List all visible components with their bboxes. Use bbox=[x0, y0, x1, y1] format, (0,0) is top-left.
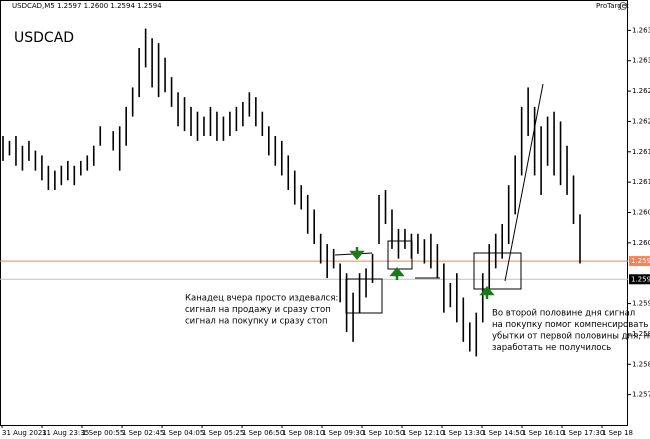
y-tick-label: 1.2625 bbox=[632, 87, 650, 95]
price-tag bbox=[629, 256, 650, 267]
price-label: 1.2597 bbox=[631, 257, 650, 265]
x-tick-label: 1 Sep 02:45 bbox=[122, 429, 164, 437]
x-tick-label: 1 Sep 06:50 bbox=[242, 429, 284, 437]
arrow-head bbox=[349, 250, 365, 260]
y-tick-label: 1.2605 bbox=[632, 209, 650, 217]
x-tick-label: 1 Sep 09:30 bbox=[322, 429, 364, 437]
x-tick-label: 1 Sep 04:05 bbox=[162, 429, 204, 437]
annotation-text: убытки от первой половины дня, но bbox=[492, 332, 650, 342]
x-tick-label: 31 Aug 23:35 bbox=[42, 429, 89, 437]
y-tick-label: 1.2635 bbox=[632, 26, 650, 34]
y-tick-label: 1.2630 bbox=[632, 57, 650, 65]
x-tick-label: 31 Aug 2021 bbox=[2, 429, 47, 437]
annotation-text: заработать не получилось bbox=[492, 343, 611, 353]
x-tick-label: 1 Sep 16:10 bbox=[522, 429, 564, 437]
price-label: 1.2594 bbox=[631, 275, 650, 283]
arrows bbox=[349, 247, 495, 299]
x-tick-label: 1 Sep 12:10 bbox=[402, 429, 444, 437]
brand: ProTarget bbox=[596, 2, 629, 10]
price-tag bbox=[629, 274, 650, 285]
y-tick-label: 1.2575 bbox=[632, 391, 650, 399]
chart-header: USDCAD,M5 1.2597 1.2600 1.2594 1.2594 bbox=[12, 2, 162, 10]
annotation-text: сигнал на продажу и сразу стоп bbox=[185, 305, 331, 315]
trend-line bbox=[504, 83, 544, 282]
x-tick-label: 1 Sep 13:30 bbox=[442, 429, 484, 437]
annotation-text: сигнал на покупку и сразу стоп bbox=[185, 317, 328, 327]
signal-box bbox=[345, 278, 383, 314]
x-tick-label: 1 Sep 18 bbox=[602, 429, 633, 437]
brand-icon bbox=[619, 2, 627, 10]
signal-box bbox=[387, 240, 413, 270]
x-tick-label: 1 Sep 00:55 bbox=[82, 429, 124, 437]
y-tick-label: 1.2580 bbox=[632, 360, 650, 368]
y-tick-label: 1.2585 bbox=[632, 330, 650, 338]
y-tick-label: 1.2590 bbox=[632, 300, 650, 308]
x-tick-label: 1 Sep 08:10 bbox=[282, 429, 324, 437]
x-tick-label: 1 Sep 10:50 bbox=[362, 429, 404, 437]
y-tick-label: 1.2615 bbox=[632, 148, 650, 156]
annotation-text: Во второй половине дня сигнал bbox=[492, 309, 635, 319]
symbol-label: USDCAD bbox=[14, 30, 74, 46]
y-tick-label: 1.2610 bbox=[632, 178, 650, 186]
y-tick-label: 1.2620 bbox=[632, 117, 650, 125]
x-tick-label: 1 Sep 17:30 bbox=[562, 429, 604, 437]
arrow-head bbox=[479, 286, 495, 296]
annotation-text: Канадец вчера просто издевался: bbox=[185, 294, 338, 304]
annotation-text: на покупку помог компенсировать bbox=[492, 320, 648, 330]
x-tick-label: 1 Sep 14:50 bbox=[482, 429, 524, 437]
arrow-head bbox=[389, 267, 405, 277]
signal-box bbox=[473, 252, 522, 290]
y-tick-label: 1.2600 bbox=[632, 239, 650, 247]
x-tick-label: 1 Sep 05:25 bbox=[202, 429, 244, 437]
